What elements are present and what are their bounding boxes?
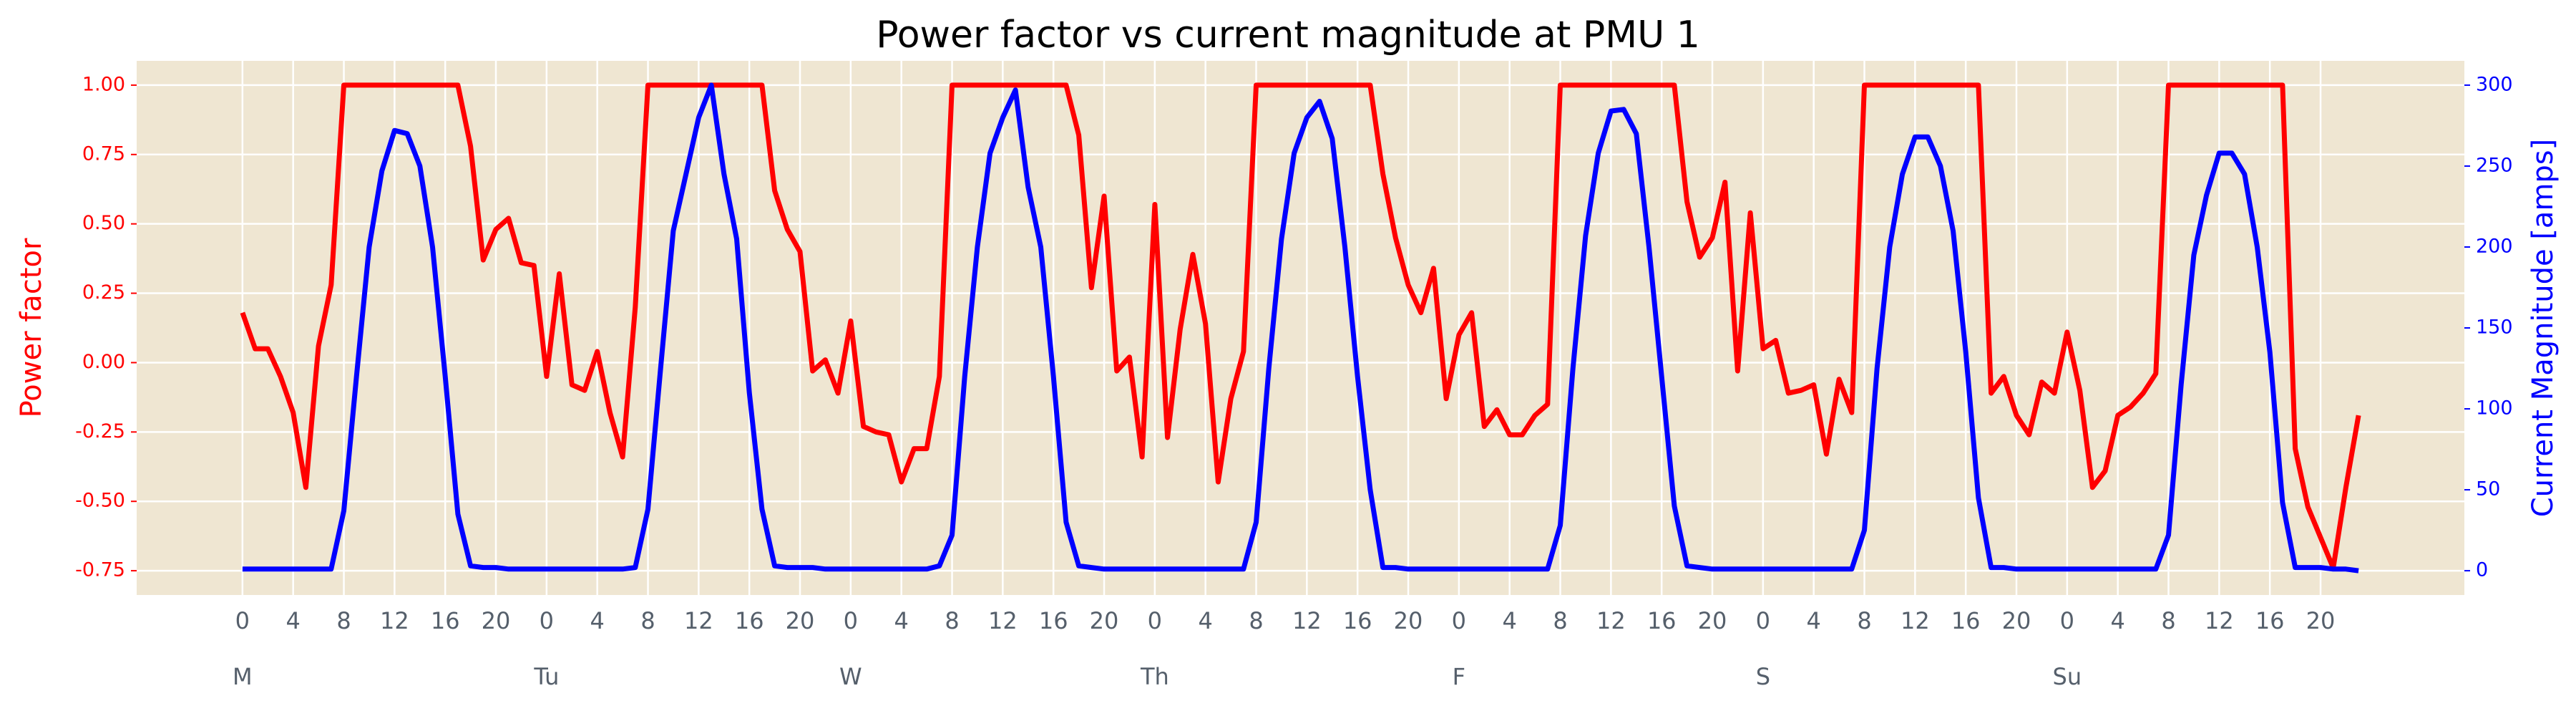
- series-line: [240, 82, 2361, 571]
- x-tick-label: 4: [286, 607, 301, 634]
- y2-tick-label: 250: [2476, 154, 2513, 176]
- chart-title: Power factor vs current magnitude at PMU…: [876, 14, 1700, 57]
- day-label: S: [1756, 663, 1770, 690]
- x-tick-label: 16: [431, 607, 460, 634]
- x-tick-label: 20: [1698, 607, 1727, 634]
- x-tick-label: 12: [1901, 607, 1930, 634]
- y-tick-label: 1.00: [82, 73, 125, 95]
- plot-background: [137, 61, 2464, 595]
- y-axis-label: Power factor: [15, 238, 48, 417]
- y-tick-label: 0.00: [82, 351, 125, 373]
- x-tick-label: 16: [1951, 607, 1981, 634]
- x-tick-label: 12: [1596, 607, 1626, 634]
- x-tick-label: 8: [2161, 607, 2175, 634]
- day-label: F: [1453, 663, 1465, 690]
- y2-tick-label: 300: [2476, 73, 2513, 95]
- day-label: Th: [1140, 663, 1169, 690]
- y-tick-label: 0.50: [82, 212, 125, 234]
- x-tick-label: 0: [235, 607, 250, 634]
- x-tick-label: 8: [640, 607, 655, 634]
- y2-tick-label: 150: [2476, 316, 2513, 339]
- y-tick-label: 0.75: [82, 142, 125, 165]
- y2-tick-label: 0: [2476, 559, 2488, 581]
- x-tick-label: 4: [1807, 607, 1821, 634]
- x-tick-label: 20: [2306, 607, 2336, 634]
- x-tick-label: 8: [1249, 607, 1263, 634]
- x-tick-label: 4: [590, 607, 605, 634]
- x-tick-label: 16: [2255, 607, 2285, 634]
- y-tick-label: -0.50: [75, 490, 125, 512]
- x-tick-label: 16: [1343, 607, 1372, 634]
- x-tick-label: 16: [1039, 607, 1068, 634]
- x-tick-label: 8: [1553, 607, 1567, 634]
- y-tick-label: -0.25: [75, 420, 125, 442]
- x-tick-label: 4: [2111, 607, 2125, 634]
- x-tick-label: 20: [786, 607, 815, 634]
- day-label: W: [839, 663, 862, 690]
- x-tick-label: 12: [988, 607, 1018, 634]
- x-tick-label: 16: [735, 607, 764, 634]
- day-label: Su: [2053, 663, 2082, 690]
- x-tick-label: 0: [1756, 607, 1770, 634]
- x-tick-label: 8: [336, 607, 351, 634]
- x-tick-label: 0: [540, 607, 554, 634]
- y2-tick-label: 200: [2476, 235, 2513, 257]
- y2-axis-label: Current Magnitude [amps]: [2527, 139, 2560, 518]
- day-label: M: [233, 663, 253, 690]
- series-line: [242, 82, 2359, 574]
- x-tick-label: 20: [1394, 607, 1423, 634]
- x-tick-label: 0: [1452, 607, 1466, 634]
- y-tick-label: -0.75: [75, 559, 125, 581]
- y2-tick-label: 50: [2476, 478, 2500, 500]
- x-tick-label: 16: [1647, 607, 1677, 634]
- day-label: Tu: [533, 663, 559, 690]
- x-tick-label: 8: [945, 607, 959, 634]
- y-tick-label: 0.25: [82, 281, 125, 304]
- x-tick-label: 20: [1090, 607, 1119, 634]
- x-tick-label: 12: [2205, 607, 2234, 634]
- x-tick-label: 4: [1199, 607, 1213, 634]
- x-tick-label: 0: [1148, 607, 1162, 634]
- x-tick-label: 12: [1292, 607, 1322, 634]
- x-tick-label: 20: [482, 607, 511, 634]
- x-tick-label: 12: [380, 607, 409, 634]
- x-tick-label: 20: [2002, 607, 2031, 634]
- x-tick-label: 4: [894, 607, 909, 634]
- x-tick-label: 4: [1503, 607, 1517, 634]
- y2-tick-label: 100: [2476, 397, 2513, 420]
- x-tick-label: 12: [684, 607, 713, 634]
- x-tick-label: 0: [2060, 607, 2074, 634]
- x-tick-label: 8: [1857, 607, 1871, 634]
- x-tick-label: 0: [844, 607, 858, 634]
